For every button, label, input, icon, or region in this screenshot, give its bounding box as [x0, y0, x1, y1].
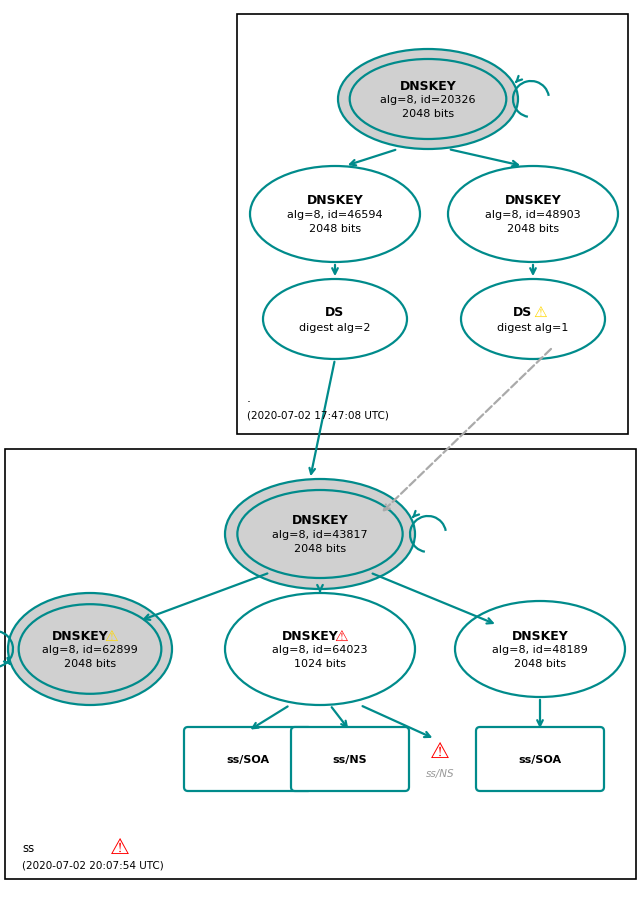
- Text: ⚠: ⚠: [104, 628, 118, 643]
- Text: DNSKEY: DNSKEY: [512, 629, 569, 641]
- Text: alg=8, id=48189: alg=8, id=48189: [492, 644, 588, 654]
- Text: ss/SOA: ss/SOA: [226, 754, 270, 764]
- Text: DNSKEY: DNSKEY: [292, 514, 348, 527]
- Text: alg=8, id=62899: alg=8, id=62899: [42, 644, 138, 654]
- Text: alg=8, id=46594: alg=8, id=46594: [287, 210, 383, 220]
- Text: DNSKEY: DNSKEY: [52, 629, 108, 641]
- Text: ⚠: ⚠: [430, 742, 450, 762]
- Text: ss/NS: ss/NS: [426, 768, 454, 778]
- Text: ss/NS: ss/NS: [333, 754, 367, 764]
- Text: 2048 bits: 2048 bits: [309, 224, 361, 234]
- Text: DNSKEY: DNSKEY: [504, 194, 562, 208]
- Text: 2048 bits: 2048 bits: [64, 659, 116, 669]
- Ellipse shape: [461, 280, 605, 360]
- Text: (2020-07-02 17:47:08 UTC): (2020-07-02 17:47:08 UTC): [247, 410, 389, 420]
- Text: 2048 bits: 2048 bits: [514, 659, 566, 669]
- Text: ⚠: ⚠: [110, 837, 130, 857]
- FancyBboxPatch shape: [184, 727, 312, 791]
- Ellipse shape: [8, 593, 172, 705]
- Ellipse shape: [225, 593, 415, 705]
- Text: 2048 bits: 2048 bits: [507, 224, 559, 234]
- Text: DNSKEY: DNSKEY: [399, 79, 456, 92]
- Ellipse shape: [455, 601, 625, 697]
- Text: ⚠: ⚠: [334, 628, 348, 643]
- Text: alg=8, id=20326: alg=8, id=20326: [380, 95, 476, 105]
- Text: ⚠: ⚠: [533, 304, 547, 319]
- Text: alg=8, id=48903: alg=8, id=48903: [485, 210, 581, 220]
- Text: DS: DS: [326, 305, 345, 318]
- Text: alg=8, id=64023: alg=8, id=64023: [272, 644, 368, 654]
- Text: alg=8, id=43817: alg=8, id=43817: [272, 529, 368, 539]
- Text: ss: ss: [22, 841, 34, 854]
- Text: DNSKEY: DNSKEY: [306, 194, 363, 208]
- Text: 2048 bits: 2048 bits: [402, 109, 454, 118]
- Bar: [5, 449, 636, 879]
- Text: 1024 bits: 1024 bits: [294, 659, 346, 669]
- Text: DS: DS: [513, 305, 533, 318]
- Text: digest alg=2: digest alg=2: [299, 322, 370, 333]
- Text: DNSKEY: DNSKEY: [281, 629, 338, 641]
- Bar: [237, 15, 628, 435]
- Text: 2048 bits: 2048 bits: [294, 543, 346, 553]
- Ellipse shape: [250, 167, 420, 262]
- Ellipse shape: [225, 479, 415, 589]
- Ellipse shape: [338, 50, 518, 149]
- Text: (2020-07-02 20:07:54 UTC): (2020-07-02 20:07:54 UTC): [22, 859, 163, 869]
- Text: digest alg=1: digest alg=1: [497, 322, 569, 333]
- FancyBboxPatch shape: [291, 727, 409, 791]
- Text: ss/SOA: ss/SOA: [519, 754, 562, 764]
- Ellipse shape: [448, 167, 618, 262]
- Text: .: .: [247, 391, 251, 404]
- FancyBboxPatch shape: [476, 727, 604, 791]
- Ellipse shape: [263, 280, 407, 360]
